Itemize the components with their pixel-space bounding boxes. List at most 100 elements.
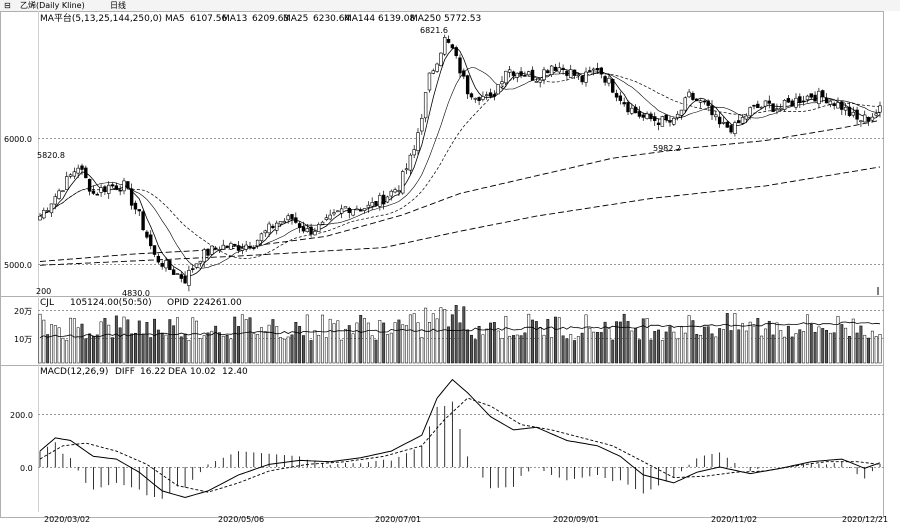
candle-down <box>664 114 668 121</box>
volume-bar <box>237 326 240 364</box>
diff-line <box>39 378 881 499</box>
volume-bar <box>557 317 561 364</box>
volume-bar <box>634 328 638 364</box>
price-tick-5000: 5000.0 <box>4 261 32 270</box>
volume-bar <box>309 340 313 364</box>
candle-up <box>328 214 332 220</box>
candle-down <box>786 98 791 103</box>
volume-bar <box>454 305 458 364</box>
candle-down <box>171 269 176 275</box>
candle-up <box>863 114 867 123</box>
candle-down <box>824 97 829 104</box>
volume-bar <box>527 313 531 364</box>
volume-bar <box>695 334 699 364</box>
ma-spec-label[interactable]: MA平台(5,13,25,144,250,0) <box>40 12 162 24</box>
volume-bar <box>431 313 435 364</box>
volume-bar <box>46 334 50 364</box>
candle-down <box>626 102 630 113</box>
price-panel: 6000.0 5000.0 MA平台(5,13,25,144,250,0) MA… <box>4 12 884 298</box>
volume-bar <box>118 327 122 364</box>
volume-bar <box>504 316 508 364</box>
volume-name[interactable]: CJL <box>40 298 54 308</box>
candle-up <box>878 105 882 113</box>
candle-down <box>656 122 661 125</box>
candle-down <box>168 260 172 270</box>
volume-bar <box>344 328 347 364</box>
volume-bar <box>244 319 248 364</box>
volume-bar <box>473 339 477 364</box>
volume-bar <box>615 321 618 364</box>
candle-up <box>286 215 290 221</box>
candle-up <box>362 208 367 211</box>
candle-down <box>546 70 550 74</box>
instrument-title[interactable]: 乙烯(Daily Kline) <box>20 0 85 10</box>
candle-up <box>515 72 519 78</box>
candle-down <box>641 114 645 118</box>
candle-down <box>191 268 195 270</box>
volume-bar <box>370 335 374 364</box>
candle-up <box>481 96 485 100</box>
menu-icon[interactable]: ⊟ <box>4 1 11 10</box>
candle-down <box>706 100 710 106</box>
volume-bar <box>492 322 496 364</box>
ma144-label: MA144 <box>344 14 375 24</box>
volume-bar <box>260 327 263 364</box>
candle-down <box>595 68 600 71</box>
macd-name[interactable]: MACD(12,26,9) <box>40 367 108 377</box>
ma25-line <box>39 72 881 259</box>
volume-bar <box>851 318 855 364</box>
volume-bar <box>439 307 443 364</box>
volume-bar <box>828 332 832 364</box>
candle-down <box>359 209 363 212</box>
candle-down <box>553 66 558 71</box>
open-interest-line <box>39 321 881 338</box>
candle-up <box>68 174 73 177</box>
volume-bar <box>294 322 298 364</box>
volume-bar <box>668 326 672 364</box>
candle-up <box>496 84 500 95</box>
candle-down <box>477 97 481 101</box>
candle-down <box>649 113 653 120</box>
candle-down <box>511 71 516 76</box>
candle-up <box>229 243 233 250</box>
macd-histogram <box>39 401 881 499</box>
volume-bar <box>592 331 596 364</box>
period-selector[interactable]: 日线 <box>110 0 126 10</box>
candle-down <box>809 93 813 98</box>
candle-up <box>317 224 321 232</box>
candle-down <box>737 120 741 124</box>
candle-up <box>427 72 432 91</box>
volume-bar <box>786 325 790 364</box>
volume-bar <box>233 316 237 364</box>
volume-bar <box>622 313 626 364</box>
candle-down <box>137 209 141 212</box>
volume-bar <box>798 329 802 364</box>
candle-up <box>324 217 329 221</box>
volume-bar <box>573 340 576 364</box>
top-toolbar: ⊟ 乙烯(Daily Kline) 日线 <box>0 0 900 11</box>
candlesticks <box>38 34 882 292</box>
candle-up <box>485 94 489 97</box>
candle-down <box>614 93 619 98</box>
volume-bar <box>790 336 794 364</box>
volume-bar <box>546 319 550 364</box>
volume-bar <box>699 334 702 364</box>
volume-bar <box>229 338 233 364</box>
candle-up <box>393 189 397 193</box>
volume-bar <box>771 334 775 364</box>
candle-down <box>347 207 351 213</box>
volume-bar <box>290 334 294 364</box>
volume-bar <box>554 316 557 364</box>
candle-up <box>107 184 111 194</box>
volume-bar <box>523 332 527 364</box>
candle-up <box>443 37 447 55</box>
volume-bar <box>561 335 565 364</box>
volume-bar <box>722 329 725 364</box>
volume-bar <box>114 315 118 364</box>
candle-down <box>225 245 229 248</box>
volume-bar <box>813 331 817 364</box>
volume-bar <box>428 321 431 364</box>
candle-up <box>343 206 348 209</box>
candle-up <box>49 203 54 214</box>
volume-bar <box>744 330 748 364</box>
